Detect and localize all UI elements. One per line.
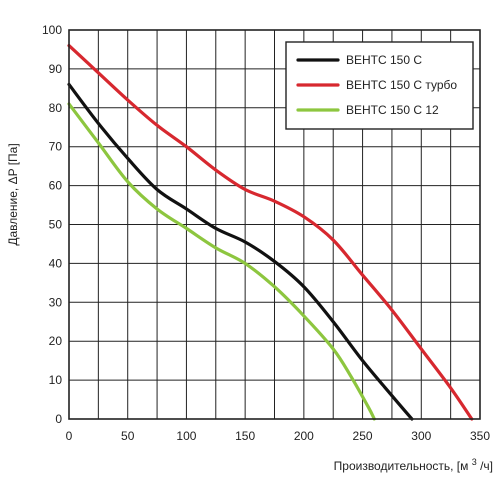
y-tick-label: 60 [49,179,63,193]
x-axis-ticks: 0 50 100 150 200 250 300 350 [66,429,491,443]
x-tick-label: 0 [66,429,73,443]
y-axis-label: Давление, ΔP [Па] [6,143,20,245]
x-axis-label-main: Производительность, [м [334,459,469,473]
legend-label-1: ВЕНТС 150 С [346,53,422,67]
legend-label-2: ВЕНТС 150 С турбо [346,78,457,92]
legend-label-3: ВЕНТС 150 С 12 [346,103,439,117]
x-axis-label-superscript: 3 [472,457,477,467]
y-tick-label: 0 [55,412,62,426]
x-tick-label: 100 [176,429,196,443]
series-line-3 [67,102,376,421]
series-line-1 [67,82,414,421]
series-line-2 [67,43,474,421]
legend: ВЕНТС 150 С ВЕНТС 150 С турбо ВЕНТС 150 С … [285,41,474,130]
legend-items: ВЕНТС 150 С ВЕНТС 150 С турбо ВЕНТС 150 С … [296,53,457,117]
y-tick-label: 50 [49,218,63,232]
y-tick-label: 90 [49,62,63,76]
x-tick-label: 200 [294,429,314,443]
y-tick-label: 70 [49,140,63,154]
y-axis-ticks: 0 10 20 30 40 50 60 70 80 90 100 [42,23,62,426]
y-tick-label: 80 [49,101,63,115]
x-tick-label: 250 [353,429,373,443]
x-axis-label: Производительность, [м 3 /ч] [334,454,493,473]
x-tick-label: 150 [235,429,255,443]
plot-frame [68,29,481,420]
y-tick-label: 20 [49,334,63,348]
y-tick-label: 30 [49,295,63,309]
series-lines [67,43,474,421]
x-tick-label: 50 [121,429,135,443]
y-tick-label: 40 [49,256,63,270]
x-axis-label-tail: /ч] [480,459,493,473]
x-tick-label: 300 [411,429,431,443]
x-tick-label: 350 [470,429,490,443]
y-tick-label: 100 [42,23,62,37]
y-tick-label: 10 [49,373,63,387]
